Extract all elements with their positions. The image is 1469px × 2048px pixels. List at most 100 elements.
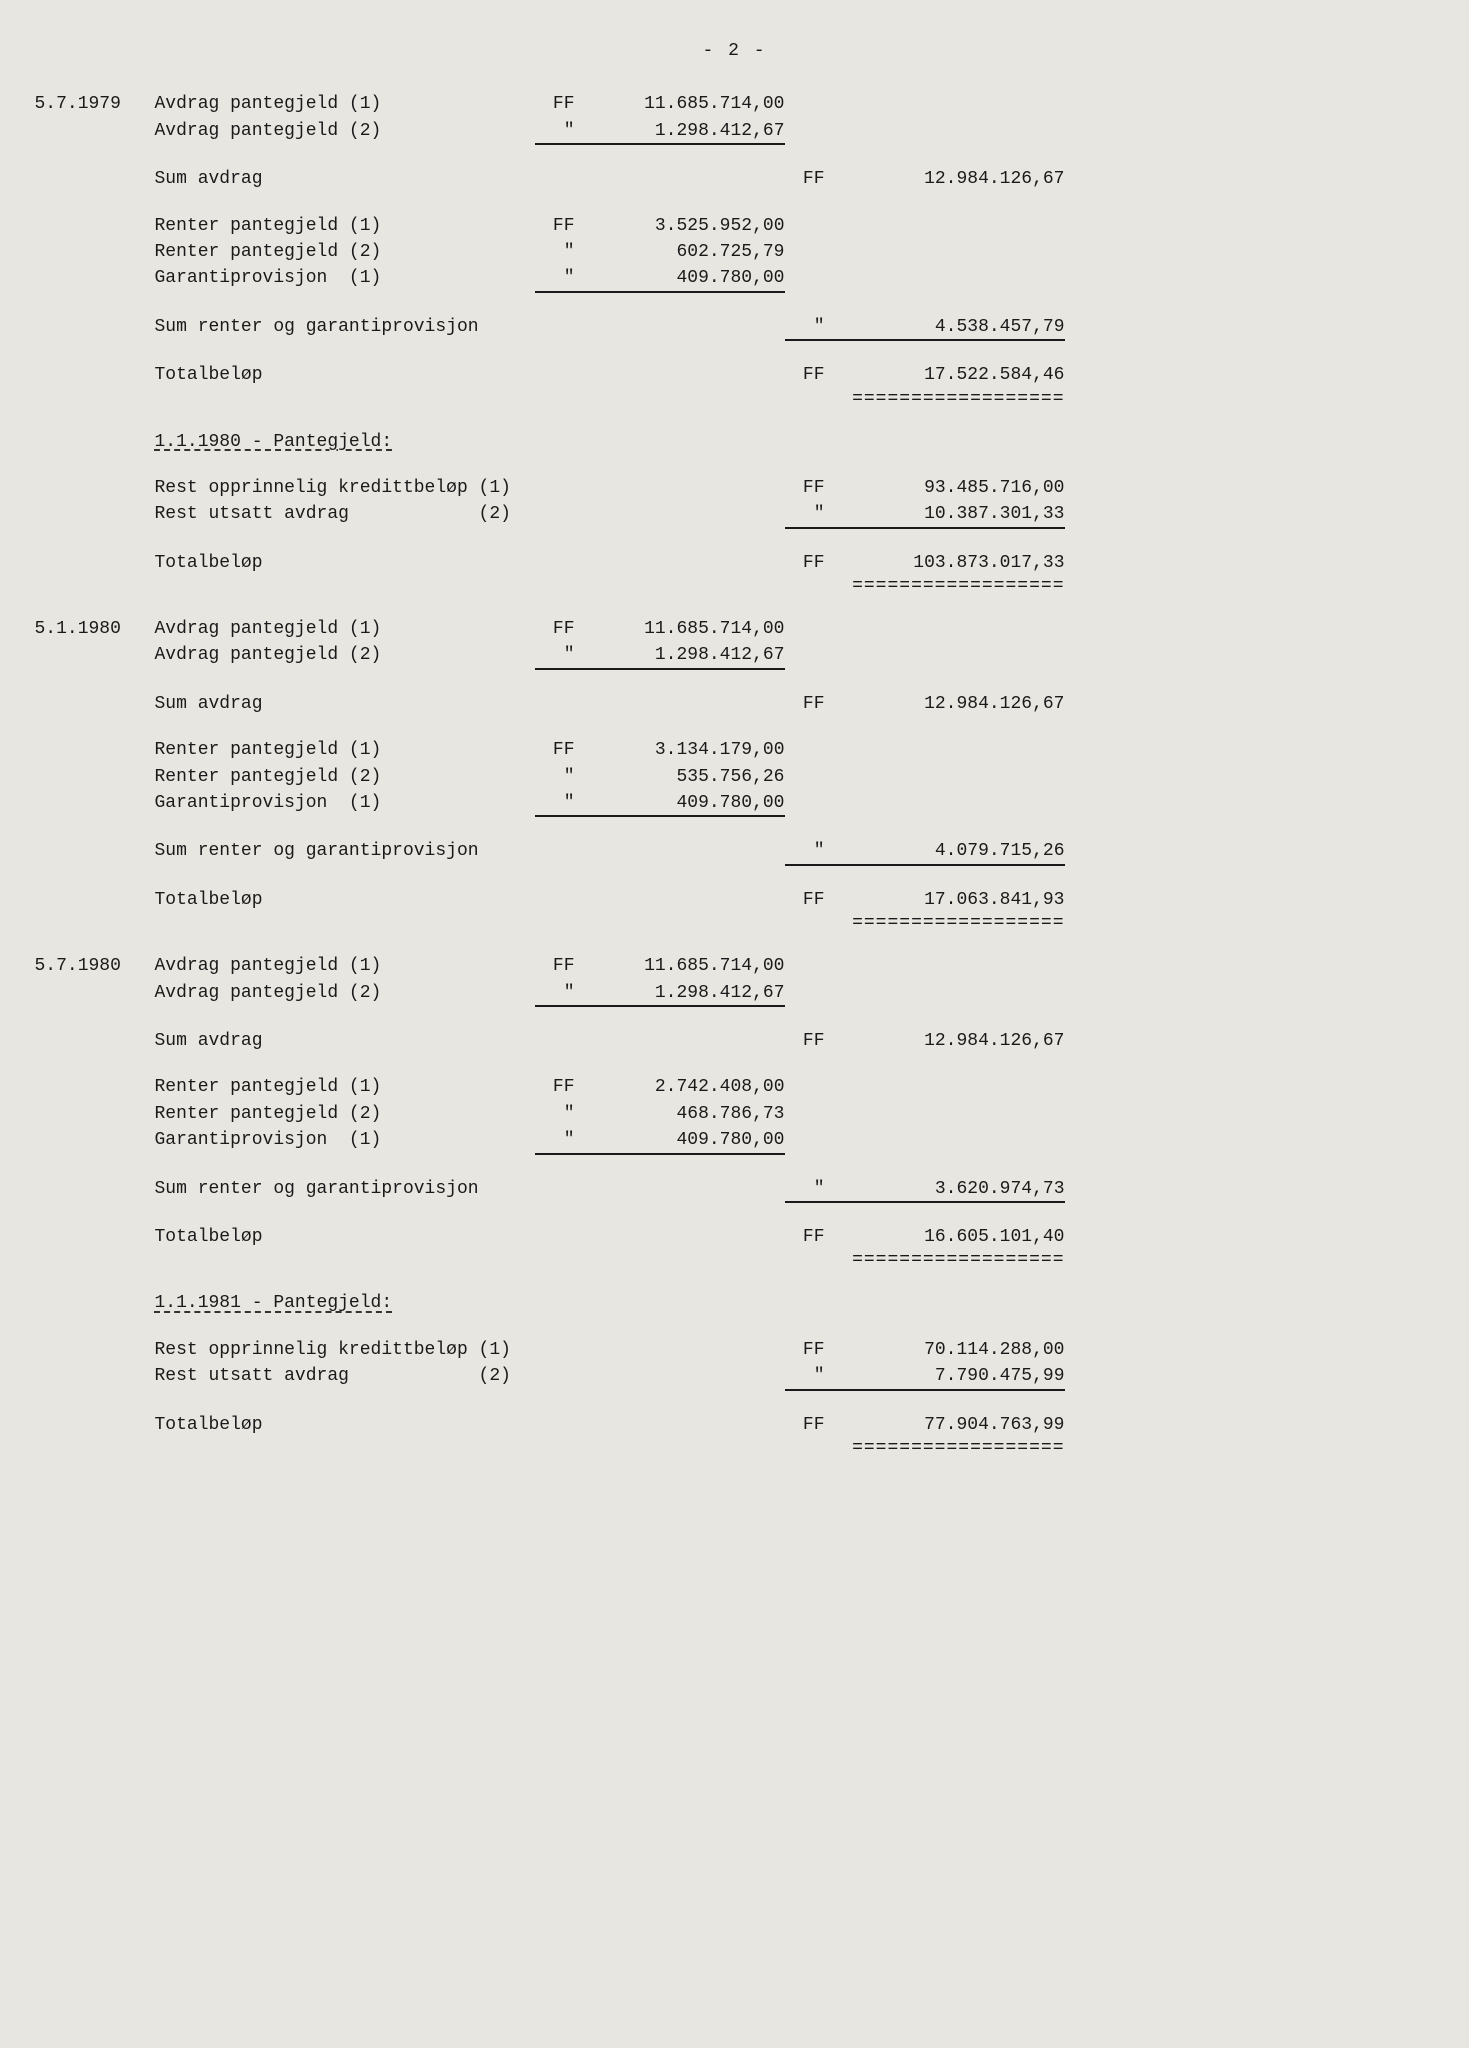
amount-cell: 1.298.412,67 xyxy=(585,644,785,669)
amount-cell xyxy=(835,431,1065,454)
amount-cell: 12.984.126,67 xyxy=(835,1030,1065,1053)
date-cell xyxy=(35,503,155,528)
date-cell: 5.7.1979 xyxy=(35,93,155,116)
currency-cell xyxy=(785,431,835,454)
currency-cell: " xyxy=(535,267,585,292)
amount-cell xyxy=(835,739,1065,762)
table-row: 1.1.1980 - Pantegjeld: xyxy=(35,431,1435,454)
label-cell: Rest utsatt avdrag (2) xyxy=(155,1365,535,1390)
amount-cell: 3.134.179,00 xyxy=(585,739,785,762)
table-row: Garantiprovisjon (1)"409.780,00 xyxy=(35,792,1435,817)
amount-cell: 77.904.763,99 xyxy=(835,1414,1065,1437)
date-cell xyxy=(35,982,155,1007)
date-cell xyxy=(35,1414,155,1437)
label-cell: Renter pantegjeld (2) xyxy=(155,241,535,264)
amount-cell: 17.522.584,46 xyxy=(835,364,1065,387)
amount-cell: 70.114.288,00 xyxy=(835,1339,1065,1362)
currency-cell xyxy=(785,1129,835,1154)
currency-cell xyxy=(785,618,835,641)
amount-cell xyxy=(835,792,1065,817)
currency-cell xyxy=(535,477,585,500)
currency-cell xyxy=(535,1178,585,1203)
currency-cell xyxy=(535,552,585,575)
amount-cell xyxy=(585,552,785,575)
date-cell xyxy=(35,1129,155,1154)
amount-cell xyxy=(585,431,785,454)
currency-cell: FF xyxy=(785,364,835,387)
date-cell xyxy=(35,1365,155,1390)
label-cell: Totalbeløp xyxy=(155,1414,535,1437)
date-cell xyxy=(35,766,155,789)
currency-cell xyxy=(785,955,835,978)
label-cell: Totalbeløp xyxy=(155,889,535,912)
currency-cell: " xyxy=(535,120,585,145)
date-cell xyxy=(35,739,155,762)
date-cell xyxy=(35,241,155,264)
table-row: 5.7.1979Avdrag pantegjeld (1)FF11.685.71… xyxy=(35,93,1435,116)
table-row: Sum renter og garantiprovisjon"4.538.457… xyxy=(35,316,1435,341)
date-cell xyxy=(35,364,155,387)
date-cell xyxy=(35,1076,155,1099)
amount-cell xyxy=(835,215,1065,238)
date-cell xyxy=(35,1339,155,1362)
table-row: Sum renter og garantiprovisjon"3.620.974… xyxy=(35,1178,1435,1203)
amount-cell xyxy=(835,618,1065,641)
spacer xyxy=(35,532,1435,552)
table-row: 1.1.1981 - Pantegjeld: xyxy=(35,1292,1435,1315)
spacer xyxy=(35,148,1435,168)
amount-cell xyxy=(835,644,1065,669)
table-row: TotalbeløpFF17.522.584,46 xyxy=(35,364,1435,387)
spacer xyxy=(35,915,1435,955)
currency-cell xyxy=(535,316,585,341)
document-page: - 2 - 5.7.1979Avdrag pantegjeld (1)FF11.… xyxy=(35,40,1435,1480)
spacer xyxy=(35,673,1435,693)
currency-cell xyxy=(785,120,835,145)
amount-cell xyxy=(835,1292,1065,1315)
amount-cell: 3.620.974,73 xyxy=(835,1178,1065,1203)
label-cell: Sum avdrag xyxy=(155,1030,535,1053)
currency-cell: FF xyxy=(785,693,835,716)
amount-cell: 409.780,00 xyxy=(585,792,785,817)
spacer xyxy=(35,296,1435,316)
amount-cell: 10.387.301,33 xyxy=(835,503,1065,528)
currency-cell: FF xyxy=(535,955,585,978)
amount-cell: 103.873.017,33 xyxy=(835,552,1065,575)
currency-cell: " xyxy=(785,316,835,341)
currency-cell: FF xyxy=(785,552,835,575)
page-number: - 2 - xyxy=(35,40,1435,63)
amount-cell xyxy=(835,267,1065,292)
table-row: Avdrag pantegjeld (2)"1.298.412,67 xyxy=(35,120,1435,145)
spacer xyxy=(35,719,1435,739)
spacer xyxy=(35,1056,1435,1076)
currency-cell xyxy=(785,93,835,116)
date-cell xyxy=(35,1178,155,1203)
table-row: Renter pantegjeld (2)"468.786,73 xyxy=(35,1103,1435,1126)
spacer xyxy=(35,869,1435,889)
label-cell: Avdrag pantegjeld (1) xyxy=(155,955,535,978)
date-cell xyxy=(35,215,155,238)
label-cell: Totalbeløp xyxy=(155,552,535,575)
date-cell xyxy=(35,316,155,341)
amount-cell xyxy=(585,503,785,528)
spacer xyxy=(35,391,1435,431)
currency-cell xyxy=(535,503,585,528)
currency-cell: " xyxy=(785,840,835,865)
currency-cell: " xyxy=(785,1365,835,1390)
currency-cell: " xyxy=(535,644,585,669)
spacer xyxy=(35,1440,1435,1480)
label-cell: Renter pantegjeld (1) xyxy=(155,1076,535,1099)
amount-cell: 17.063.841,93 xyxy=(835,889,1065,912)
currency-cell: " xyxy=(785,503,835,528)
amount-cell: 93.485.716,00 xyxy=(835,477,1065,500)
currency-cell xyxy=(535,1226,585,1249)
table-row: Rest utsatt avdrag (2) "10.387.301,33 xyxy=(35,503,1435,528)
table-row: Renter pantegjeld (2)"602.725,79 xyxy=(35,241,1435,264)
label-cell: Rest utsatt avdrag (2) xyxy=(155,503,535,528)
date-cell xyxy=(35,267,155,292)
amount-cell xyxy=(835,1076,1065,1099)
currency-cell xyxy=(535,840,585,865)
currency-cell: " xyxy=(535,1103,585,1126)
date-cell xyxy=(35,552,155,575)
table-row: TotalbeløpFF16.605.101,40 xyxy=(35,1226,1435,1249)
currency-cell xyxy=(785,739,835,762)
